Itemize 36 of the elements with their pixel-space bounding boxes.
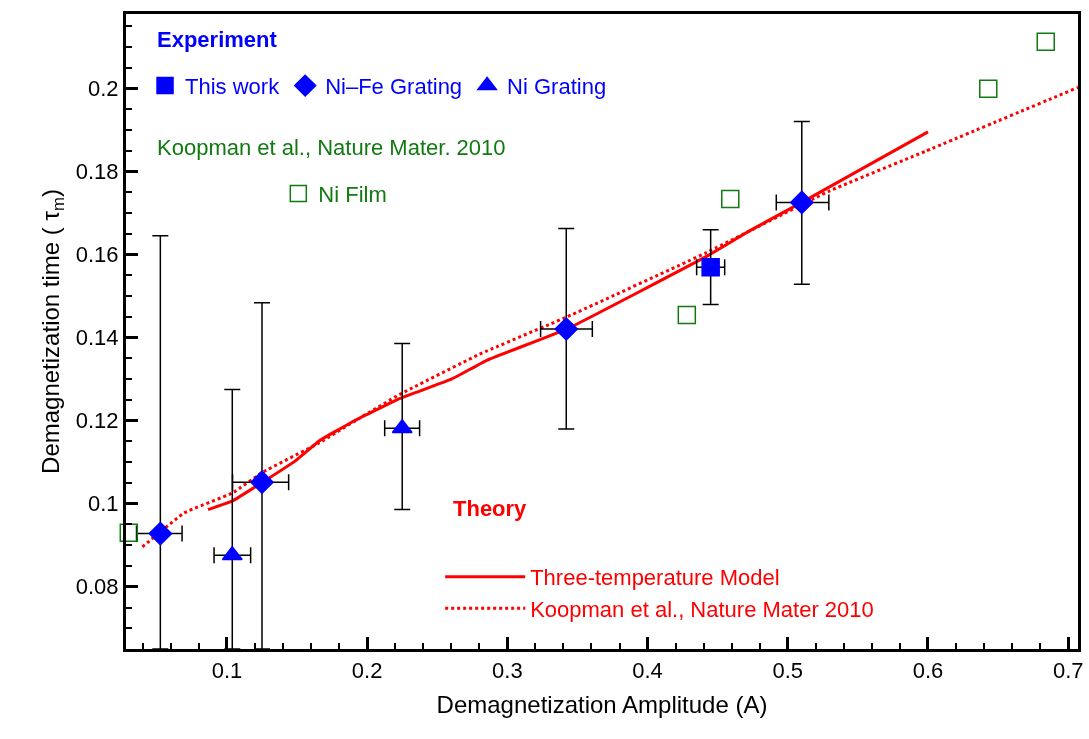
legend-label: Ni Grating xyxy=(507,74,607,100)
point xyxy=(1036,32,1055,52)
legend-label: Three-temperature Model xyxy=(530,565,780,591)
legend-label: Ni–Fe Grating xyxy=(325,74,463,100)
x-axis-title: Demagnetization Amplitude (A) xyxy=(436,690,768,718)
point xyxy=(119,523,139,543)
y-tick-label: 0.14 xyxy=(75,325,119,351)
y-tick-label: 0.2 xyxy=(88,76,119,102)
point xyxy=(554,317,579,341)
annotation: Theory xyxy=(453,496,528,521)
x-tick-label: 0.2 xyxy=(351,658,383,684)
x-tick-label: 0.6 xyxy=(912,658,944,684)
point xyxy=(721,189,740,209)
y-tick-label: 0.16 xyxy=(75,242,119,268)
point xyxy=(250,470,274,494)
point xyxy=(979,79,998,98)
x-tick-label: 0.3 xyxy=(492,658,523,684)
point xyxy=(221,545,243,561)
y-tick-label: 0.12 xyxy=(75,408,119,434)
y-tick-label: 0.08 xyxy=(75,574,119,600)
point xyxy=(789,190,814,215)
y-tick-label: 0.18 xyxy=(75,159,119,185)
y-tick-label: 0.1 xyxy=(88,491,119,517)
x-tick-label: 0.1 xyxy=(211,658,243,684)
x-tick-label: 0.4 xyxy=(632,658,663,684)
point xyxy=(391,418,413,434)
legend-label: This work xyxy=(185,74,281,100)
x-tick-label: 0.5 xyxy=(772,658,804,684)
x-tick-label: 0.7 xyxy=(1052,658,1084,684)
point xyxy=(701,257,720,277)
legend-label: Ni Film xyxy=(318,182,387,208)
legend-label: Koopman et al., Nature Mater 2010 xyxy=(530,596,874,622)
point xyxy=(148,521,173,546)
annotation: Experiment xyxy=(157,27,278,52)
point xyxy=(677,305,697,325)
annotation: Koopman et al., Nature Mater. 2010 xyxy=(157,135,506,160)
